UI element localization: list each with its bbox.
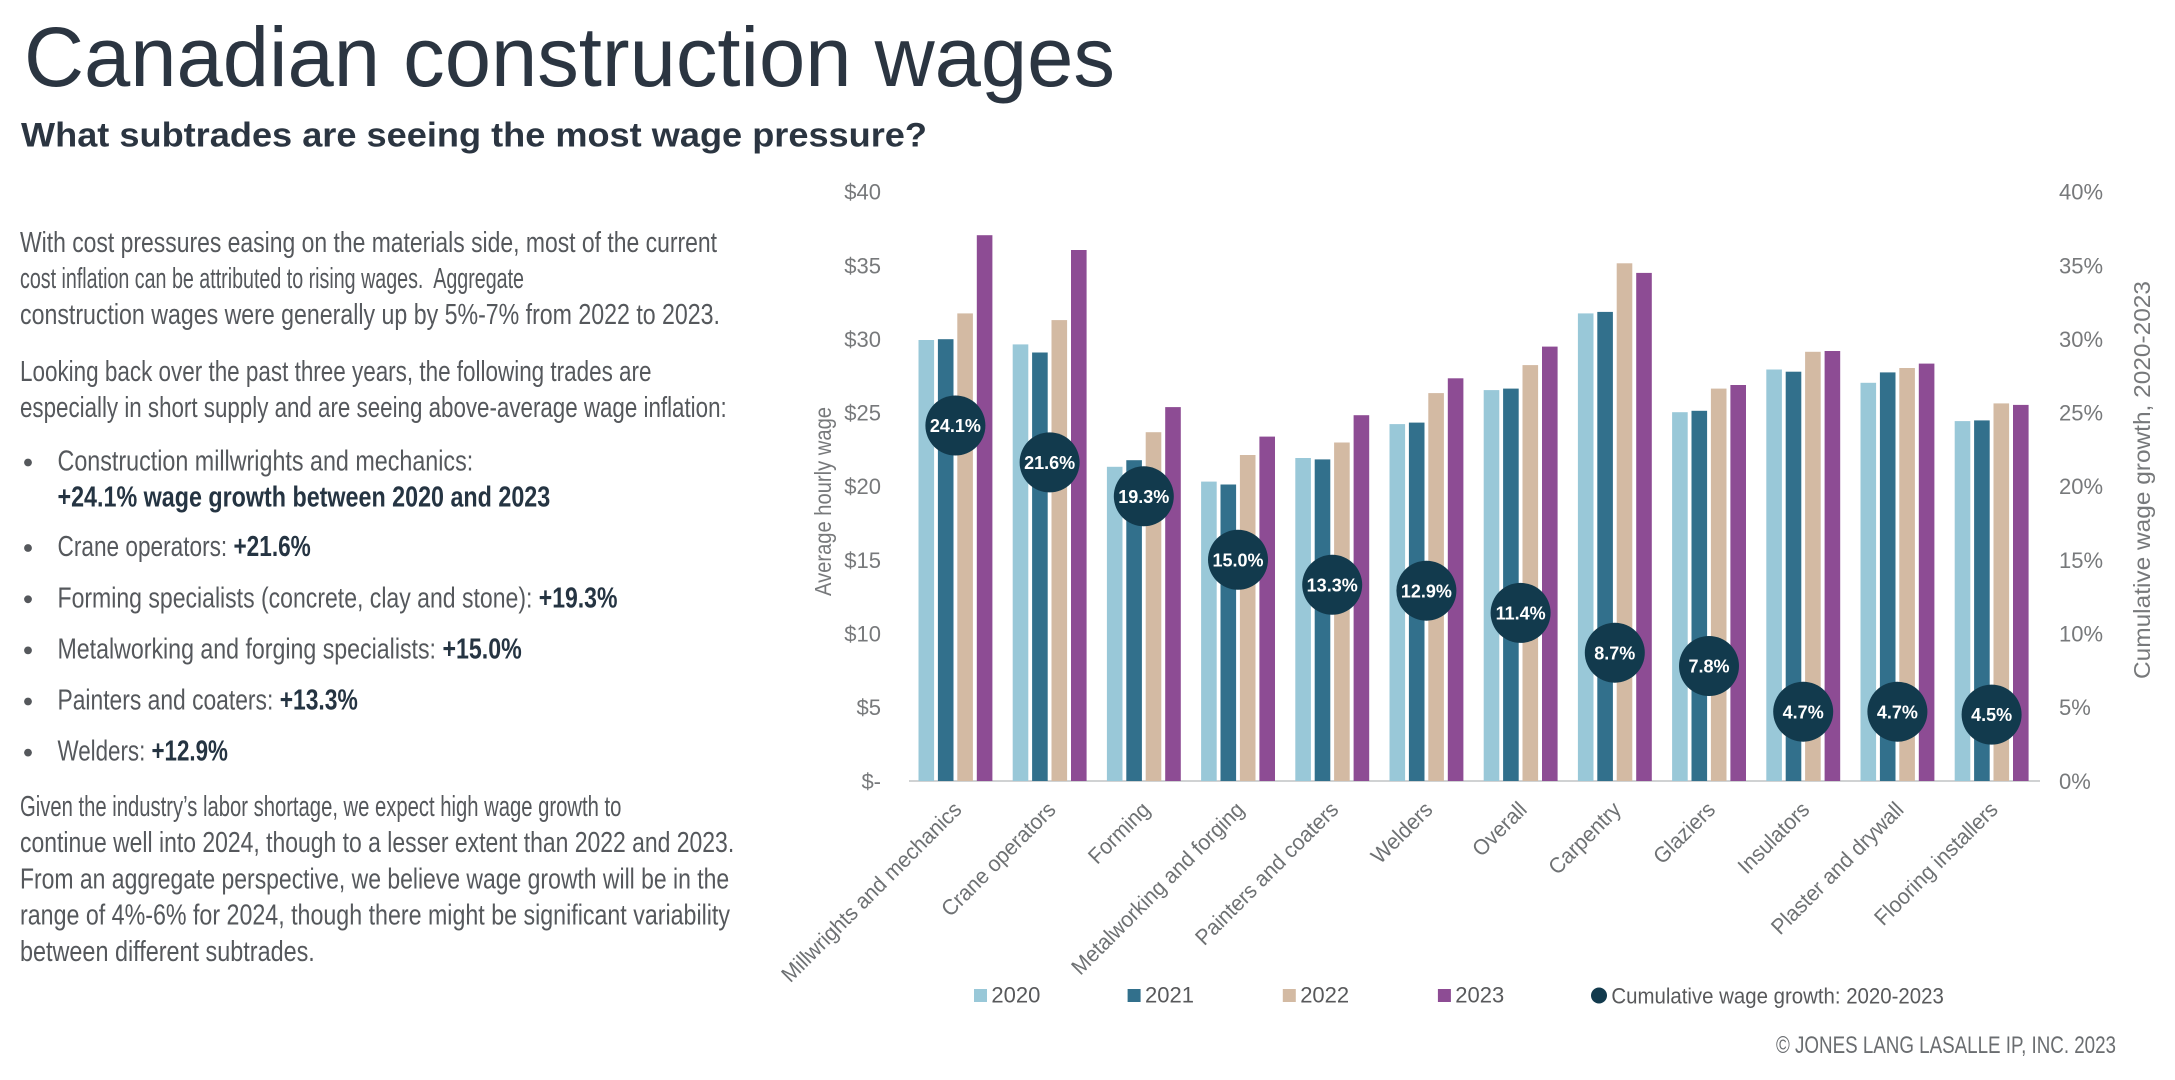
svg-text:Cumulative wage growth: 2020-2: Cumulative wage growth: 2020-2023 [1611, 983, 1943, 1008]
svg-text:2023: 2023 [1455, 982, 1504, 1007]
svg-text:7.8%: 7.8% [1688, 657, 1729, 677]
svg-text:+12.9%: +12.9% [151, 736, 228, 768]
svg-text:2020: 2020 [991, 982, 1040, 1007]
svg-text:8.7%: 8.7% [1594, 643, 1635, 663]
svg-text:$25: $25 [844, 401, 881, 426]
svg-text:12.9%: 12.9% [1401, 581, 1452, 601]
svg-text:Average hourly wage: Average hourly wage [810, 407, 836, 596]
svg-text:0%: 0% [2059, 769, 2091, 794]
svg-text:15%: 15% [2059, 548, 2103, 573]
svg-text:$30: $30 [844, 327, 881, 352]
svg-text:24.1%: 24.1% [930, 416, 981, 436]
svg-text:range of 4%-6% for 2024, thoug: range of 4%-6% for 2024, though there mi… [20, 900, 730, 932]
svg-text:15.0%: 15.0% [1212, 550, 1263, 570]
svg-text:Metalworking and forging speci: Metalworking and forging specialists: [58, 633, 437, 665]
svg-text:Forming specialists (concrete,: Forming specialists (concrete, clay and … [58, 582, 533, 614]
svg-text:4.7%: 4.7% [1783, 702, 1824, 722]
svg-text:20%: 20% [2059, 474, 2103, 499]
svg-text:4.7%: 4.7% [1877, 702, 1918, 722]
svg-text:4.5%: 4.5% [1971, 705, 2012, 725]
svg-text:Welders:: Welders: [58, 736, 146, 768]
svg-text:+24.1% wage growth between 202: +24.1% wage growth between 2020 and 2023 [58, 482, 551, 514]
svg-text:cost inflation can be attribut: cost inflation can be attributed to risi… [20, 263, 524, 295]
svg-text:Cumulative wage growth, 2020-2: Cumulative wage growth, 2020-2023 [2129, 281, 2155, 679]
svg-text:25%: 25% [2059, 401, 2103, 426]
svg-text:30%: 30% [2059, 327, 2103, 352]
svg-text:Given the industry’s labor sho: Given the industry’s labor shortage, we … [20, 791, 621, 823]
svg-text:$-: $- [861, 769, 881, 794]
svg-text:+19.3%: +19.3% [539, 582, 618, 614]
svg-text:2022: 2022 [1300, 982, 1349, 1007]
svg-text:With cost pressures easing on: With cost pressures easing on the materi… [20, 227, 717, 259]
svg-text:11.4%: 11.4% [1496, 604, 1546, 624]
svg-text:+15.0%: +15.0% [442, 633, 521, 665]
svg-text:© JONES LANG LASALLE IP, INC.: © JONES LANG LASALLE IP, INC. 2023 [1776, 1032, 2116, 1059]
svg-text:between different subtrades.: between different subtrades. [20, 936, 315, 968]
svg-text:Canadian construction wages: Canadian construction wages [24, 10, 1115, 104]
svg-text:+21.6%: +21.6% [233, 531, 310, 563]
svg-text:Painters and coaters:: Painters and coaters: [58, 685, 274, 717]
svg-text:What subtrades are seeing the: What subtrades are seeing the most wage … [21, 117, 927, 155]
svg-text:Looking back over the past thr: Looking back over the past three years, … [20, 356, 652, 388]
svg-text:$20: $20 [844, 474, 881, 499]
svg-text:5%: 5% [2059, 695, 2091, 720]
svg-text:35%: 35% [2059, 253, 2103, 278]
svg-text:+13.3%: +13.3% [280, 685, 358, 717]
svg-text:Construction millwrights and m: Construction millwrights and mechanics: [58, 446, 474, 478]
svg-text:especially in short supply and: especially in short supply and are seein… [20, 392, 727, 424]
svg-text:$35: $35 [844, 253, 881, 278]
svg-text:construction wages were genera: construction wages were generally up by … [20, 299, 720, 331]
svg-text:2021: 2021 [1145, 982, 1194, 1007]
svg-text:$40: $40 [844, 180, 881, 205]
svg-text:$5: $5 [857, 695, 881, 720]
svg-text:From an aggregate perspective,: From an aggregate perspective, we believ… [20, 863, 729, 895]
svg-text:Crane operators:: Crane operators: [58, 531, 228, 563]
svg-text:10%: 10% [2059, 622, 2103, 647]
svg-text:$10: $10 [844, 622, 881, 647]
svg-text:19.3%: 19.3% [1118, 487, 1169, 507]
svg-text:$15: $15 [844, 548, 881, 573]
svg-text:40%: 40% [2059, 180, 2103, 205]
svg-text:13.3%: 13.3% [1307, 575, 1358, 595]
svg-text:21.6%: 21.6% [1024, 453, 1075, 473]
svg-text:continue well into 2024, thoug: continue well into 2024, though to a les… [20, 827, 734, 859]
